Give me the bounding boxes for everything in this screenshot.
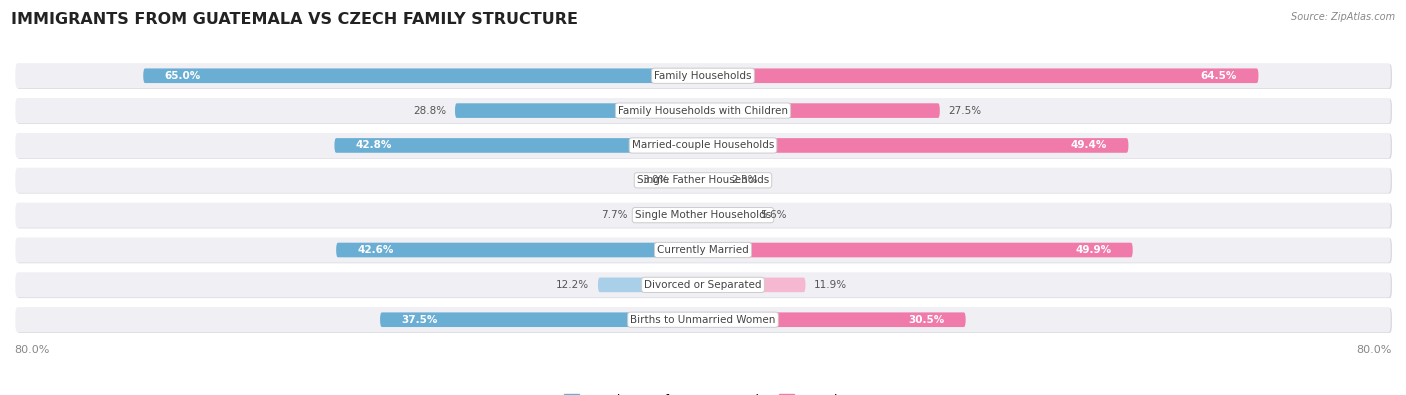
Text: 11.9%: 11.9% [814,280,848,290]
FancyBboxPatch shape [703,138,1129,153]
FancyBboxPatch shape [15,63,1391,88]
FancyBboxPatch shape [15,272,1391,297]
FancyBboxPatch shape [336,243,703,257]
Text: Single Mother Households: Single Mother Households [636,210,770,220]
FancyBboxPatch shape [703,173,723,188]
Text: Family Households: Family Households [654,71,752,81]
FancyBboxPatch shape [703,243,1133,257]
Text: Source: ZipAtlas.com: Source: ZipAtlas.com [1291,12,1395,22]
FancyBboxPatch shape [15,133,1391,158]
FancyBboxPatch shape [637,208,703,222]
Text: Divorced or Separated: Divorced or Separated [644,280,762,290]
Text: 49.9%: 49.9% [1076,245,1111,255]
FancyBboxPatch shape [15,307,1391,332]
Text: IMMIGRANTS FROM GUATEMALA VS CZECH FAMILY STRUCTURE: IMMIGRANTS FROM GUATEMALA VS CZECH FAMIL… [11,12,578,27]
Text: 42.6%: 42.6% [357,245,394,255]
FancyBboxPatch shape [17,308,1392,333]
Text: Single Father Households: Single Father Households [637,175,769,185]
FancyBboxPatch shape [17,203,1392,228]
FancyBboxPatch shape [17,99,1392,124]
Text: 3.0%: 3.0% [643,175,669,185]
Text: Currently Married: Currently Married [657,245,749,255]
FancyBboxPatch shape [17,168,1392,194]
FancyBboxPatch shape [703,208,751,222]
Text: 30.5%: 30.5% [908,315,945,325]
Text: 80.0%: 80.0% [1357,345,1392,355]
Text: Births to Unmarried Women: Births to Unmarried Women [630,315,776,325]
FancyBboxPatch shape [17,134,1392,159]
FancyBboxPatch shape [703,312,966,327]
FancyBboxPatch shape [703,278,806,292]
FancyBboxPatch shape [17,64,1392,89]
Text: 49.4%: 49.4% [1070,141,1107,150]
Text: 37.5%: 37.5% [402,315,437,325]
Text: 64.5%: 64.5% [1201,71,1237,81]
FancyBboxPatch shape [15,237,1391,263]
FancyBboxPatch shape [703,68,1258,83]
Text: 42.8%: 42.8% [356,141,392,150]
Text: 80.0%: 80.0% [14,345,49,355]
Text: 65.0%: 65.0% [165,71,201,81]
FancyBboxPatch shape [15,168,1391,193]
FancyBboxPatch shape [15,203,1391,228]
Legend: Immigrants from Guatemala, Czech: Immigrants from Guatemala, Czech [564,393,842,395]
FancyBboxPatch shape [15,98,1391,123]
FancyBboxPatch shape [335,138,703,153]
FancyBboxPatch shape [703,103,939,118]
FancyBboxPatch shape [380,312,703,327]
FancyBboxPatch shape [17,238,1392,263]
Text: 7.7%: 7.7% [602,210,628,220]
Text: 12.2%: 12.2% [557,280,589,290]
Text: 2.3%: 2.3% [731,175,758,185]
FancyBboxPatch shape [17,273,1392,298]
Text: Family Households with Children: Family Households with Children [619,105,787,116]
FancyBboxPatch shape [598,278,703,292]
FancyBboxPatch shape [143,68,703,83]
FancyBboxPatch shape [678,173,703,188]
Text: 27.5%: 27.5% [949,105,981,116]
Text: 28.8%: 28.8% [413,105,446,116]
Text: Married-couple Households: Married-couple Households [631,141,775,150]
Text: 5.6%: 5.6% [759,210,786,220]
FancyBboxPatch shape [456,103,703,118]
